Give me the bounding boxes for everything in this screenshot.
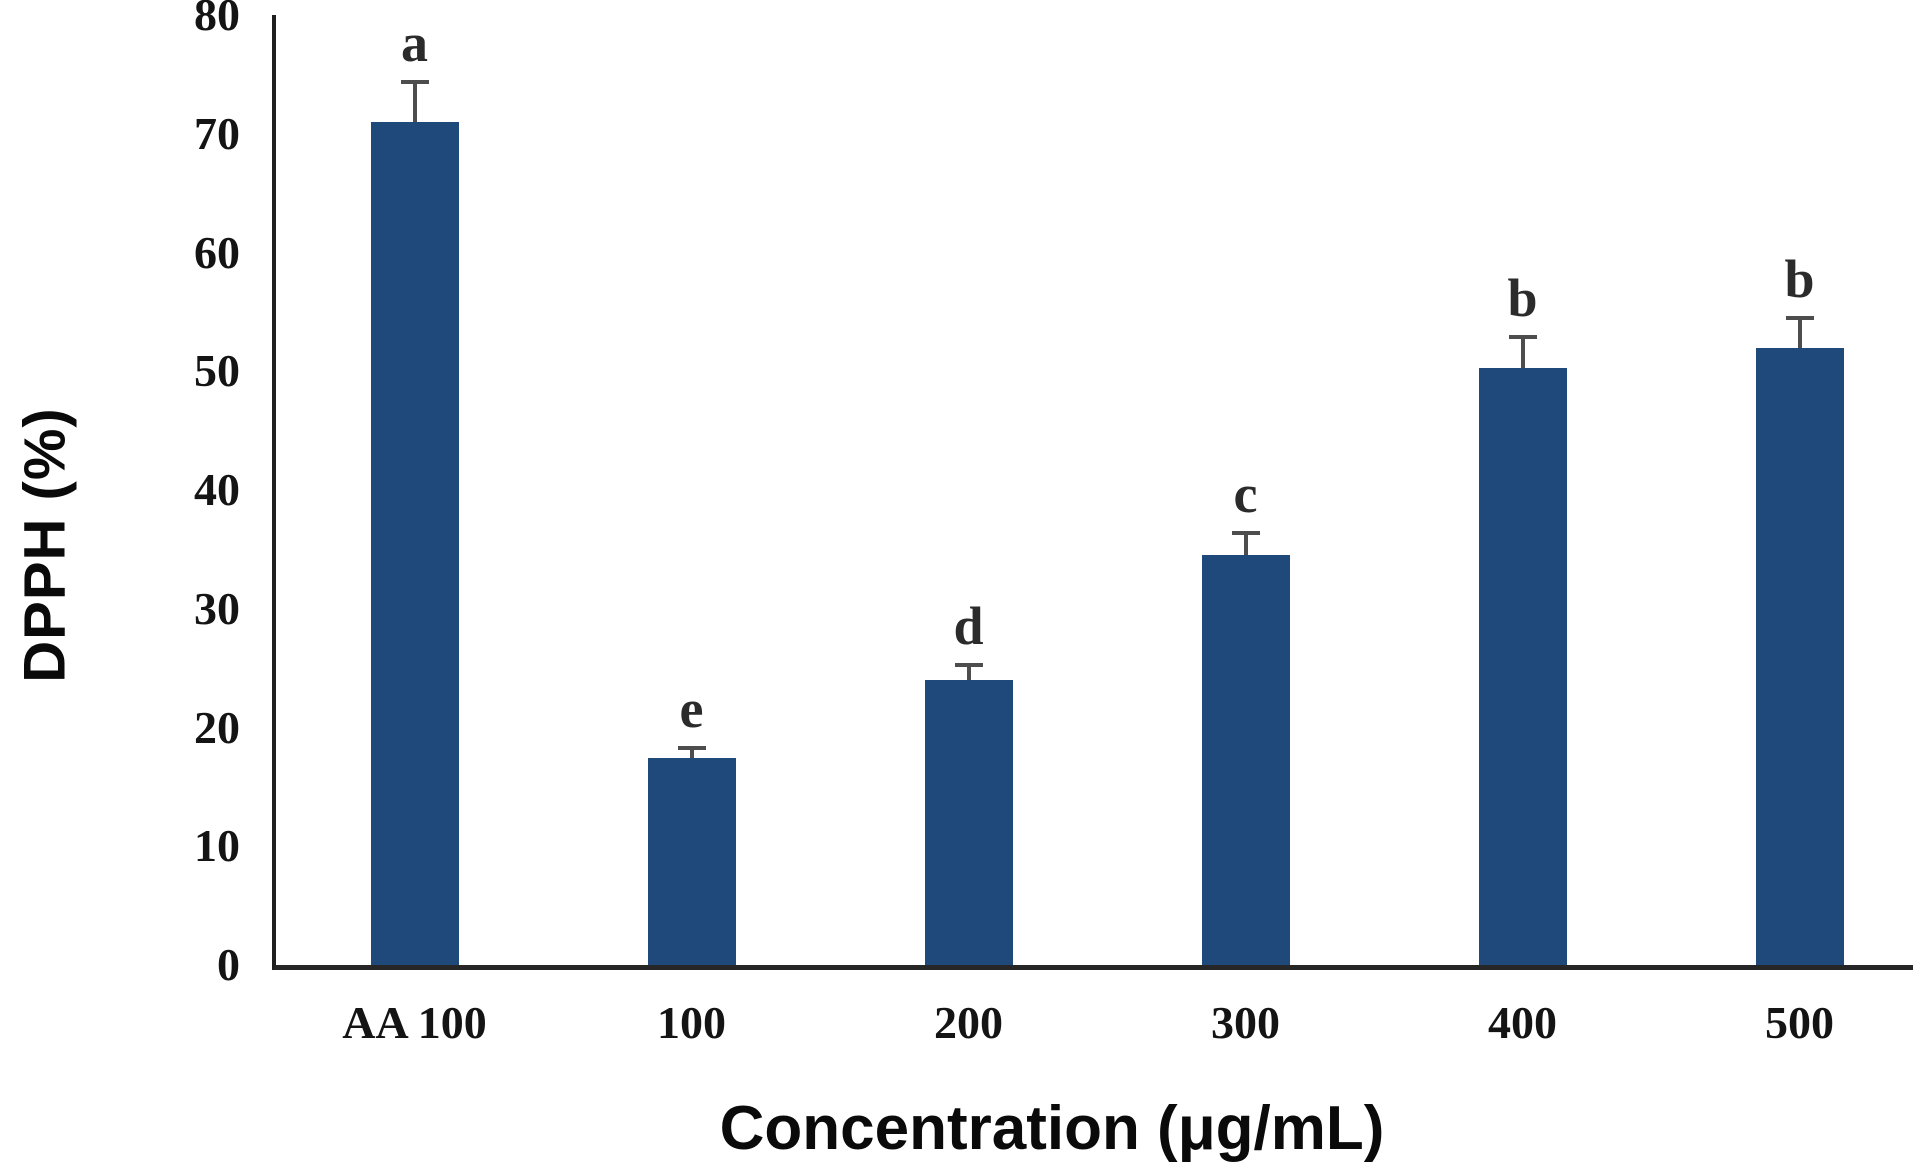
x-tick-label: 100 xyxy=(657,997,726,1048)
significance-letter: e xyxy=(679,678,704,739)
significance-letter: a xyxy=(401,12,428,73)
significance-letter: b xyxy=(1784,248,1815,309)
bar-aa-100 xyxy=(370,121,459,965)
significance-letter: b xyxy=(1507,267,1538,328)
significance-letter: d xyxy=(953,595,984,656)
bar-500 xyxy=(1755,347,1844,965)
x-tick-label: 400 xyxy=(1488,997,1557,1048)
y-axis-title-text: DPPH (%) xyxy=(12,407,78,683)
error-bar-cap xyxy=(1785,315,1814,320)
error-bar-line xyxy=(1520,336,1525,368)
x-axis-title: Concentration (μg/mL) xyxy=(719,1094,1385,1163)
error-bar-cap xyxy=(1231,530,1260,535)
error-bar-cap xyxy=(1508,334,1537,339)
y-tick-label: 60 xyxy=(194,226,240,278)
error-bar-line xyxy=(1797,317,1802,348)
error-bar-line xyxy=(966,664,971,680)
x-tick-label: 500 xyxy=(1765,997,1834,1048)
y-tick-label: 10 xyxy=(194,820,240,872)
significance-letter: c xyxy=(1233,463,1258,524)
bar-200 xyxy=(924,680,1013,965)
x-tick-label: 200 xyxy=(934,997,1003,1048)
y-tick-label: 30 xyxy=(194,582,240,634)
y-tick-label: 40 xyxy=(194,464,240,515)
y-tick-label: 80 xyxy=(194,0,240,40)
bar-400 xyxy=(1478,367,1567,965)
x-tick-label: AA 100 xyxy=(342,997,487,1048)
x-tick-label: 300 xyxy=(1211,997,1280,1048)
y-tick-label: 20 xyxy=(194,701,240,753)
error-bar-line xyxy=(412,81,417,122)
error-bar-cap xyxy=(400,79,429,84)
y-tick-label: 0 xyxy=(217,939,240,990)
error-bar-line xyxy=(689,747,694,759)
error-bar-line xyxy=(1243,532,1248,556)
y-tick-label: 50 xyxy=(194,345,240,397)
bar-100 xyxy=(647,758,736,965)
plot-area: 0 10 20 30 40 50 60 70 80 a AA 100 e 100 d 200 c 300 b 40… xyxy=(194,0,1913,1048)
error-bar-cap xyxy=(954,662,983,667)
bar-300 xyxy=(1201,555,1290,965)
error-bar-cap xyxy=(677,745,706,750)
y-tick-label: 70 xyxy=(194,107,240,159)
